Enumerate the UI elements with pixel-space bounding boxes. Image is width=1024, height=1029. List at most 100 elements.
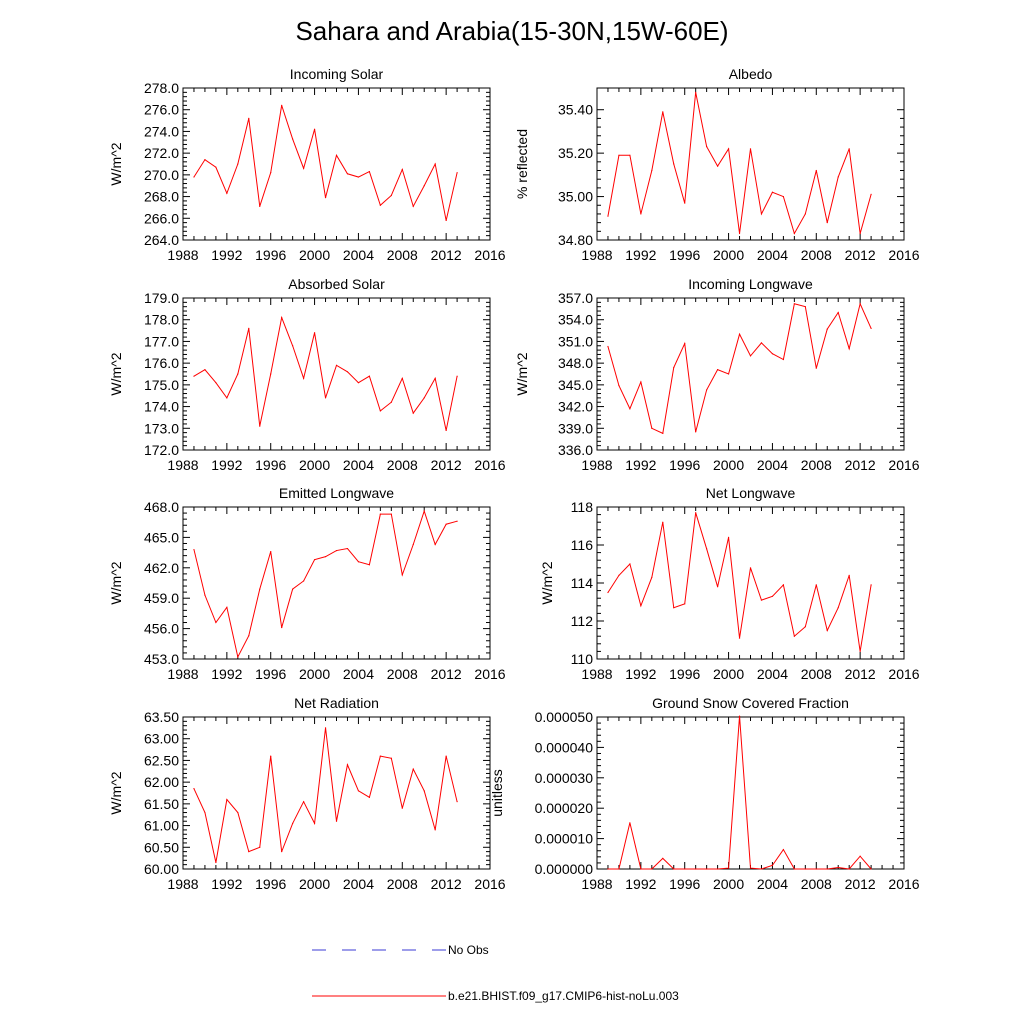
x-tick-label: 2000 (299, 666, 330, 682)
data-point (423, 790, 425, 792)
data-point (324, 197, 327, 199)
x-tick-label: 1992 (625, 666, 656, 682)
data-point (629, 822, 631, 824)
data-point (248, 327, 250, 329)
data-point (837, 607, 839, 609)
legend-label-2: b.e21.BHIST.f09_g17.CMIP6-hist-noLu.003 (448, 989, 679, 1003)
data-point (434, 163, 436, 165)
data-point (368, 375, 370, 377)
y-axis-label: W/m^2 (108, 561, 124, 604)
data-point (629, 154, 631, 156)
data-point (673, 607, 675, 609)
data-point (346, 173, 349, 175)
data-point (804, 868, 806, 870)
x-tick-label: 1992 (625, 247, 656, 263)
data-point (760, 599, 763, 601)
y-tick-label: 0.000050 (535, 709, 594, 725)
x-tick-label: 1992 (211, 247, 242, 263)
y-tick-label: 172.0 (144, 442, 179, 458)
data-point (738, 232, 741, 235)
data-point (303, 167, 305, 169)
data-point (379, 204, 381, 206)
y-tick-label: 174.0 (144, 399, 179, 415)
data-point (651, 576, 653, 578)
x-tick-label: 1992 (211, 666, 242, 682)
data-point (204, 811, 206, 814)
data-point (368, 796, 370, 798)
data-point (826, 629, 828, 632)
data-point (226, 192, 228, 194)
y-tick-label: 35.20 (558, 145, 593, 161)
data-point (292, 345, 294, 347)
x-tick-label: 2016 (888, 666, 919, 682)
data-point (826, 328, 828, 330)
panel-title: Absorbed Solar (288, 276, 385, 292)
x-tick-label: 2008 (801, 247, 832, 263)
data-point (390, 513, 392, 515)
data-point (782, 358, 784, 361)
data-point (815, 367, 817, 369)
x-tick-label: 1988 (167, 457, 198, 473)
x-tick-label: 2012 (431, 666, 462, 682)
data-point (695, 868, 697, 870)
data-point (270, 550, 272, 553)
data-point (434, 543, 436, 546)
data-point (237, 163, 239, 165)
x-tick-label: 1992 (625, 457, 656, 473)
data-point (738, 637, 741, 639)
x-tick-label: 2016 (888, 457, 919, 473)
data-point (292, 588, 294, 590)
y-tick-label: 173.0 (144, 420, 179, 436)
panel-6: Net Longwave 1988 1992 1996 2000 2004 2008 2012… (539, 485, 920, 682)
data-point (662, 857, 664, 859)
data-point (684, 603, 686, 605)
y-tick-label: 179.0 (144, 290, 179, 306)
data-point (640, 213, 642, 215)
data-point (412, 768, 414, 770)
y-tick-label: 468.0 (144, 499, 179, 515)
data-point (848, 574, 850, 577)
y-tick-label: 272.0 (144, 145, 179, 161)
data-point (346, 547, 349, 550)
x-tick-label: 2016 (474, 457, 505, 473)
y-tick-label: 175.0 (144, 377, 179, 393)
data-point (804, 306, 806, 308)
y-tick-label: 465.0 (144, 529, 179, 545)
data-point (335, 154, 338, 156)
data-point (237, 373, 239, 375)
x-tick-label: 1988 (167, 247, 198, 263)
y-tick-label: 345.0 (558, 377, 593, 393)
panel-title: Ground Snow Covered Fraction (652, 695, 849, 711)
data-point (859, 232, 861, 235)
data-point (204, 369, 206, 371)
x-tick-label: 2008 (801, 457, 832, 473)
data-point (390, 757, 392, 759)
data-point (859, 303, 861, 305)
data-point (837, 311, 839, 314)
y-tick-label: 342.0 (558, 399, 593, 415)
data-point (456, 520, 458, 522)
data-point (313, 822, 316, 825)
x-tick-label: 1988 (167, 876, 198, 892)
data-point (456, 375, 458, 377)
x-tick-label: 2000 (299, 876, 330, 892)
x-tick-label: 2016 (888, 247, 919, 263)
data-point (335, 549, 338, 552)
x-tick-label: 1988 (581, 457, 612, 473)
data-point (760, 342, 763, 344)
data-point (607, 345, 609, 348)
x-tick-label: 2016 (474, 876, 505, 892)
x-tick-label: 2008 (387, 876, 418, 892)
data-point (259, 425, 261, 427)
y-tick-label: 0.000040 (535, 739, 594, 755)
x-tick-label: 2000 (713, 247, 744, 263)
data-point (793, 868, 795, 870)
data-point (804, 213, 806, 215)
data-point (215, 166, 217, 168)
data-point (215, 861, 217, 864)
x-tick-label: 1988 (581, 247, 612, 263)
x-tick-label: 2000 (299, 247, 330, 263)
y-tick-label: 112 (571, 613, 594, 629)
data-point (259, 205, 261, 207)
data-point (292, 822, 294, 825)
